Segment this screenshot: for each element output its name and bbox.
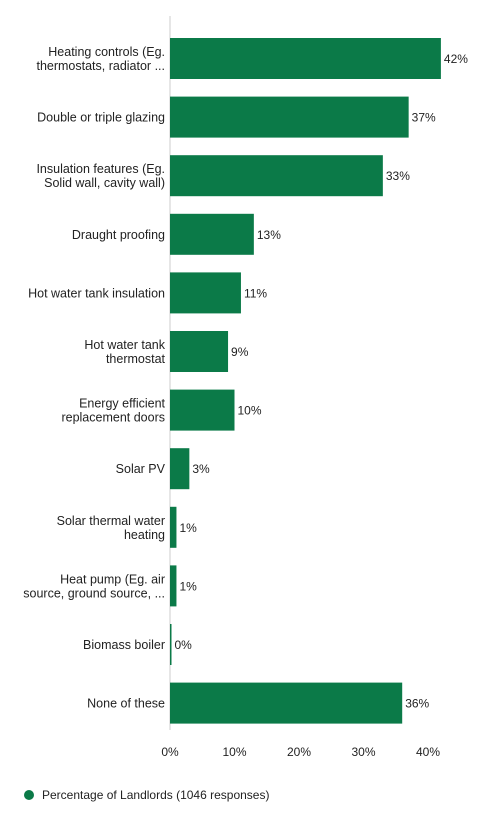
- data-label: 36%: [405, 697, 429, 711]
- bar: [170, 272, 241, 314]
- bar: [170, 38, 441, 79]
- category-label-line: Solid wall, cavity wall): [44, 176, 165, 190]
- bar: [170, 565, 177, 607]
- category-label-line: Solar PV: [116, 462, 166, 476]
- bar-chart: Heating controls (Eg. thermostats, radiat…: [23, 16, 468, 759]
- legend-swatch: [24, 790, 34, 800]
- category-label-line: Draught proofing: [72, 228, 165, 242]
- category-label: Solar PV: [116, 462, 166, 476]
- bar: [170, 213, 254, 255]
- x-tick-label: 10%: [222, 745, 246, 759]
- category-label-line: heating: [124, 528, 165, 542]
- category-label: Hot water tank insulation: [28, 286, 165, 300]
- bar: [170, 155, 383, 197]
- category-label: Hot water tank thermostat: [84, 338, 165, 366]
- data-label: 1%: [179, 521, 197, 535]
- category-label-line: Insulation features (Eg.: [36, 162, 165, 176]
- data-label: 13%: [257, 228, 281, 242]
- category-label: Insulation features (Eg. Solid wall, cavi…: [36, 162, 165, 190]
- category-label: Heating controls (Eg. thermostats, radiat…: [36, 45, 165, 73]
- category-label-line: Double or triple glazing: [37, 111, 165, 125]
- data-label: 3%: [192, 462, 210, 476]
- data-label: 10%: [238, 404, 262, 418]
- category-label-line: Solar thermal water: [57, 514, 165, 528]
- x-tick-label: 20%: [287, 745, 311, 759]
- data-label: 42%: [444, 52, 468, 66]
- data-label: 33%: [386, 169, 410, 183]
- x-tick-label: 30%: [351, 745, 375, 759]
- bar: [170, 389, 235, 431]
- bar: [170, 682, 403, 724]
- category-label: Heat pump (Eg. air source, ground source,…: [23, 572, 165, 600]
- category-label: Draught proofing: [72, 228, 165, 242]
- category-label: Biomass boiler: [83, 638, 165, 652]
- category-label-line: Energy efficient: [79, 397, 165, 411]
- data-label: 9%: [231, 345, 249, 359]
- data-label: 11%: [244, 286, 267, 300]
- category-label-line: thermostat: [106, 352, 166, 366]
- x-tick-label: 40%: [416, 745, 440, 759]
- bar: [170, 506, 177, 548]
- category-label-line: Heating controls (Eg.: [48, 45, 165, 59]
- category-label-line: Hot water tank: [84, 338, 165, 352]
- category-label-line: Heat pump (Eg. air: [60, 572, 165, 586]
- bar: [170, 96, 409, 138]
- bar: [170, 624, 172, 665]
- bar: [170, 448, 190, 490]
- legend-label: Percentage of Landlords (1046 responses): [42, 788, 270, 802]
- category-label-line: Biomass boiler: [83, 638, 165, 652]
- category-label-line: None of these: [87, 697, 165, 711]
- x-tick-label: 0%: [161, 745, 179, 759]
- category-label-line: Hot water tank insulation: [28, 286, 165, 300]
- bar: [170, 331, 229, 372]
- category-label: None of these: [87, 697, 165, 711]
- legend: Percentage of Landlords (1046 responses): [24, 788, 269, 802]
- data-label: 37%: [412, 111, 436, 125]
- category-label-line: thermostats, radiator ...: [36, 59, 165, 73]
- category-label-line: replacement doors: [61, 411, 165, 425]
- category-label: Energy efficient replacement doors: [61, 397, 165, 425]
- category-label: Solar thermal water heating: [57, 514, 165, 542]
- data-label: 1%: [179, 579, 197, 593]
- category-label: Double or triple glazing: [37, 111, 165, 125]
- data-label: 0%: [175, 638, 193, 652]
- category-label-line: source, ground source, ...: [23, 586, 165, 600]
